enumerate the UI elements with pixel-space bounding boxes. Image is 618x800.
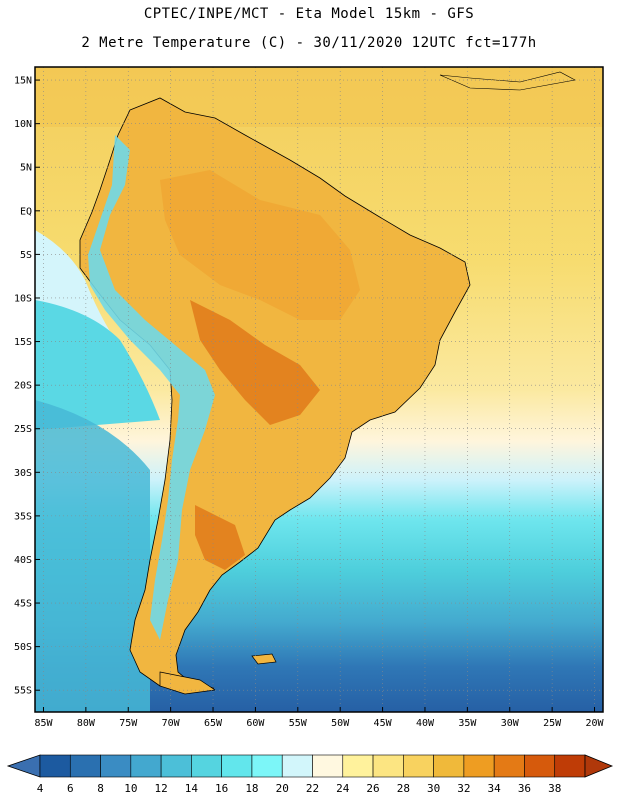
lat-label: 5S <box>20 250 32 261</box>
colorbar-swatch <box>191 754 222 778</box>
lat-label: 55S <box>14 686 32 697</box>
colorbar-swatch <box>160 754 192 778</box>
lon-label: 50W <box>331 718 350 729</box>
colorbar-swatch <box>403 754 434 778</box>
colorbar-swatch <box>554 754 586 778</box>
title-model: CPTEC/INPE/MCT - Eta Model 15km - GFS <box>143 6 475 22</box>
longitude-labels: 85W 80W 75W 70W 65W 60W 55W 50W 45W 40W 35W 30W 25W 2… <box>34 707 605 729</box>
lon-label: 75W <box>119 718 138 729</box>
colorbar-label: 38 <box>548 782 561 795</box>
lon-label: 55W <box>289 718 308 729</box>
andes-cold-zone <box>88 135 215 640</box>
colorbar-label: 6 <box>67 782 74 795</box>
colorbar: 4 6 8 10 12 14 16 18 20 22 24 26 28 30 32 34 36 38 <box>6 754 614 795</box>
lat-label: 50S <box>14 642 32 653</box>
lon-label: 60W <box>246 718 265 729</box>
lon-label: 70W <box>162 718 181 729</box>
caribbean-islands <box>439 71 576 91</box>
lat-label: 25S <box>14 424 32 435</box>
falkland-islands <box>251 653 277 665</box>
latitude-labels: 15N 10N 5N EQ 5S 10S 15S 20S 25S 30S 35S 40S 45S 50S 5… <box>14 76 40 697</box>
pacific-cold-zone <box>35 300 160 430</box>
colorbar-label: 8 <box>97 782 104 795</box>
colorbar-swatch <box>524 754 556 778</box>
interior-hot-zone <box>190 300 320 425</box>
lat-label: 5N <box>20 163 32 174</box>
lat-label: 10N <box>14 119 32 130</box>
colorbar-label: 36 <box>518 782 531 795</box>
colorbar-swatch <box>100 754 132 778</box>
colorbar-swatch <box>433 754 465 778</box>
lat-label: 45S <box>14 599 32 610</box>
lon-label: 30W <box>501 718 520 729</box>
colorbar-swatch <box>130 754 162 778</box>
lon-label: 45W <box>374 718 393 729</box>
colorbar-swatch <box>281 754 313 778</box>
colorbar-label: 12 <box>154 782 167 795</box>
lat-label: 10S <box>14 293 32 304</box>
amazon-warm-zone <box>160 170 360 320</box>
colorbar-swatch <box>342 754 374 778</box>
title-variable: 2 Metre Temperature (C) - 30/11/2020 12U… <box>81 35 537 51</box>
colorbar-label: 18 <box>245 782 258 795</box>
colorbar-swatch <box>312 754 344 778</box>
map-frame <box>34 66 604 713</box>
lon-label: 80W <box>77 718 96 729</box>
caribbean-warm-band <box>35 67 603 127</box>
colorbar-low-arrow <box>6 754 41 778</box>
colorbar-label: 14 <box>185 782 199 795</box>
colorbar-swatch <box>372 754 404 778</box>
colorbar-swatch <box>251 754 283 778</box>
graticule <box>35 67 603 712</box>
lon-label: 40W <box>416 718 435 729</box>
lat-label: 30S <box>14 468 32 479</box>
tierra-del-fuego <box>159 671 216 695</box>
colorbar-swatch <box>69 754 101 778</box>
colorbar-label: 4 <box>37 782 44 795</box>
colorbar-high-arrow <box>584 754 614 778</box>
colorbar-swatch <box>493 754 525 778</box>
colorbar-label: 30 <box>427 782 440 795</box>
lat-label: 35S <box>14 511 32 522</box>
lon-label: 20W <box>585 718 604 729</box>
colorbar-label: 16 <box>215 782 228 795</box>
lat-label: 40S <box>14 555 32 566</box>
lon-label: 25W <box>543 718 562 729</box>
lon-label: 85W <box>34 718 53 729</box>
lon-label: 35W <box>458 718 477 729</box>
colorbar-swatch <box>39 754 71 778</box>
colorbar-label: 10 <box>124 782 137 795</box>
pacific-colder-zone <box>35 400 150 712</box>
colorbar-label: 22 <box>306 782 319 795</box>
lon-label: 65W <box>204 718 223 729</box>
patagonia-warm-zone <box>195 505 245 570</box>
lat-label: 15N <box>14 76 32 87</box>
colorbar-label: 20 <box>276 782 289 795</box>
colorbar-swatch <box>463 754 495 778</box>
lat-label: EQ <box>20 206 32 217</box>
lat-label: 15S <box>14 337 32 348</box>
map-field <box>35 67 603 712</box>
colorbar-label: 26 <box>366 782 379 795</box>
lat-label: 20S <box>14 381 32 392</box>
colorbar-swatch <box>221 754 253 778</box>
colorbar-label: 28 <box>397 782 410 795</box>
colorbar-label: 32 <box>457 782 470 795</box>
colorbar-label: 34 <box>488 782 502 795</box>
colorbar-label: 24 <box>336 782 350 795</box>
